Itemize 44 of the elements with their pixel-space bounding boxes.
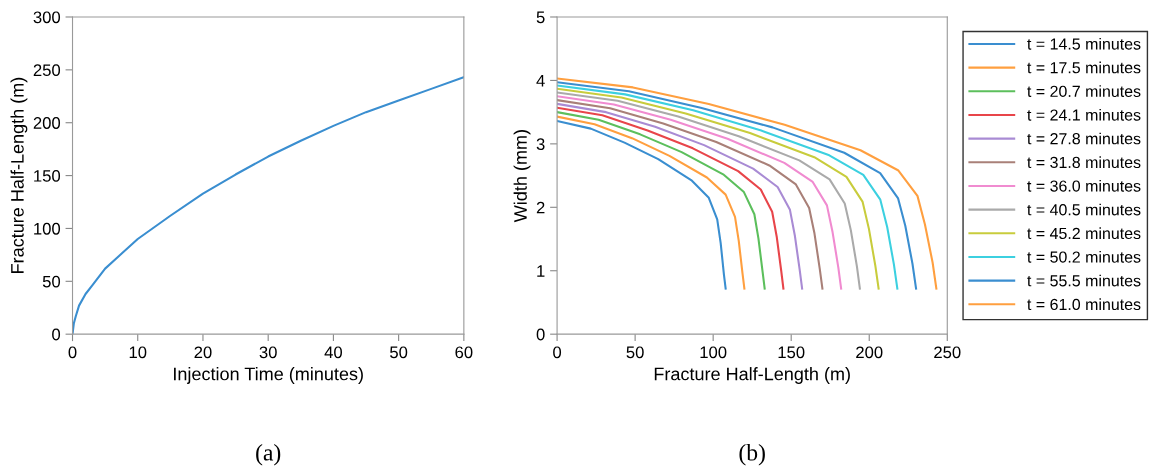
x-tick-label: 0: [68, 346, 77, 359]
x-tick-label: 0: [553, 346, 562, 359]
y-tick-label: 150: [34, 169, 61, 182]
legend-label: t = 55.5 minutes: [1027, 274, 1141, 287]
x-tick-label: 50: [626, 346, 644, 359]
legend-label: t = 45.2 minutes: [1027, 227, 1141, 240]
y-tick-label: 0: [536, 328, 545, 341]
y-tick-label: 200: [33, 117, 61, 129]
legend-label: t = 50.2 minutes: [1027, 251, 1141, 263]
x-axis-title: Injection Time (minutes): [174, 367, 363, 384]
y-axis-title: Width (mm): [513, 130, 531, 223]
text: (b): [739, 444, 765, 466]
x-tick-label: 200: [856, 346, 883, 359]
y-tick-label: 2: [536, 201, 545, 214]
x-tick-label: 250: [934, 346, 961, 359]
x-tick-label: 30: [259, 346, 277, 359]
y-tick-label: 4: [536, 75, 545, 87]
legend-label: t = 31.8 minutes: [1027, 156, 1141, 169]
y-tick-label: 300: [33, 11, 61, 24]
legend-label: t = 14.5 minutes: [1027, 37, 1141, 50]
legend-label: t = 17.5 minutes: [1027, 61, 1141, 74]
y-tick-label: 1: [537, 265, 545, 277]
x-tick-label: 10: [129, 346, 147, 359]
legend-label: t = 24.1 minutes: [1027, 108, 1141, 121]
y-tick-label: 250: [33, 64, 61, 77]
x-tick-label: 40: [324, 346, 343, 359]
x-tick-label: 150: [778, 346, 805, 359]
legend-label: t = 40.5 minutes: [1027, 203, 1141, 216]
y-tick-label: 50: [42, 275, 61, 288]
x-tick-label: 50: [390, 346, 408, 359]
y-axis-title: Fracture Half-Length (m): [10, 77, 28, 273]
y-tick-label: 100: [34, 222, 61, 235]
y-tick-label: 5: [536, 11, 545, 24]
legend-label: t = 36.0 minutes: [1027, 179, 1141, 192]
y-tick-label: 0: [52, 328, 61, 341]
legend-label: t = 20.7 minutes: [1027, 85, 1141, 98]
legend-label: t = 27.8 minutes: [1027, 132, 1141, 145]
legend-label: t = 61.0 minutes: [1027, 298, 1141, 311]
y-tick-label: 3: [536, 138, 545, 151]
x-tick-label: 100: [700, 346, 727, 359]
text: (a): [256, 444, 281, 466]
x-tick-label: 20: [194, 346, 212, 359]
x-axis-title: Fracture Half-Length (m): [654, 367, 850, 384]
x-tick-label: 60: [455, 346, 473, 359]
